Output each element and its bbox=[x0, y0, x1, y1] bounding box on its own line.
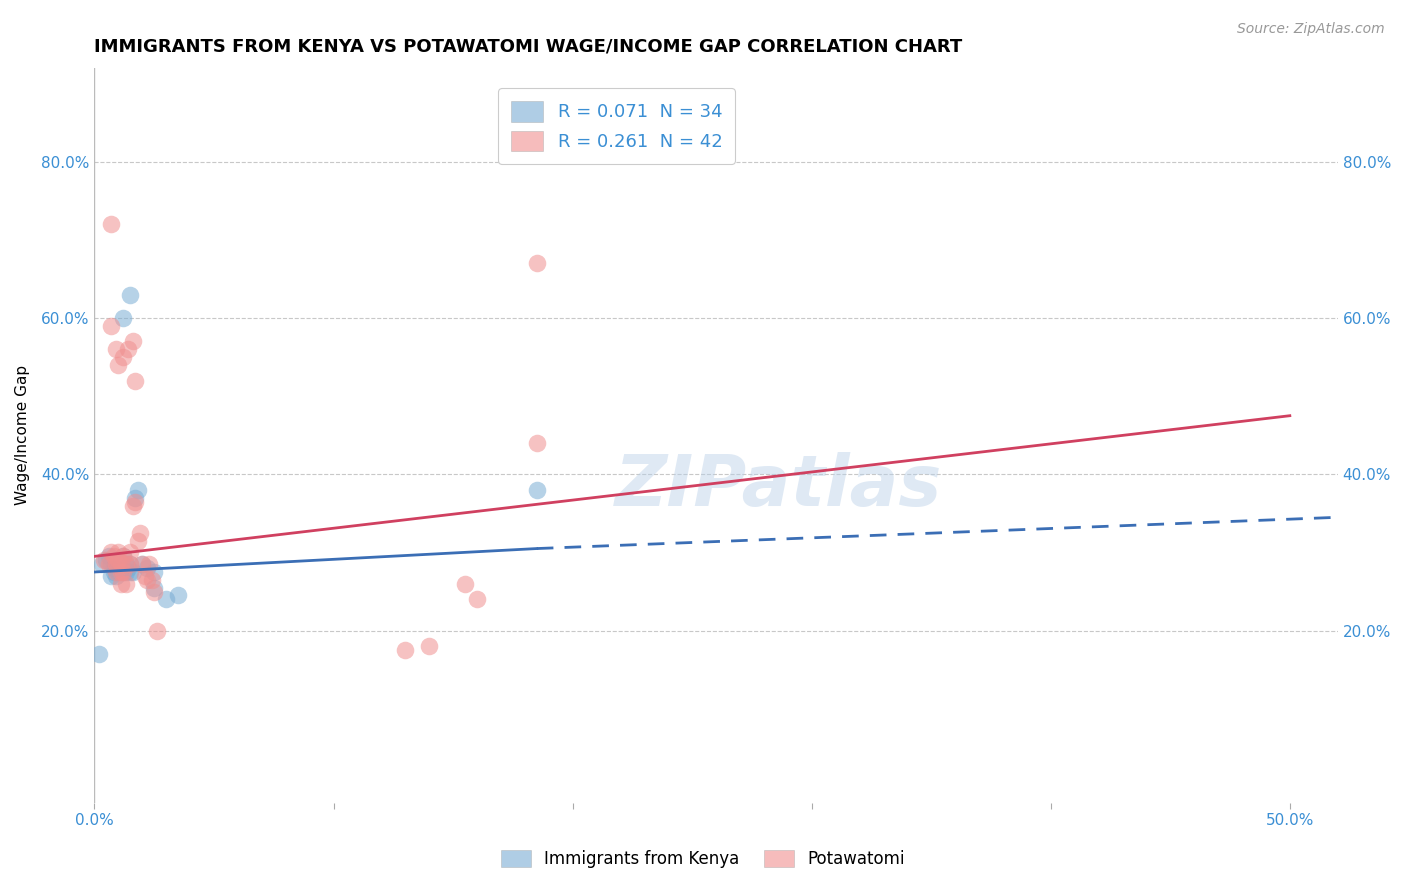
Point bbox=[112, 549, 135, 564]
Point bbox=[465, 592, 488, 607]
Point bbox=[114, 565, 136, 579]
Point bbox=[93, 553, 115, 567]
Point bbox=[107, 553, 129, 567]
Point bbox=[100, 545, 122, 559]
Point bbox=[136, 561, 159, 575]
Point bbox=[107, 358, 129, 372]
Point bbox=[104, 569, 127, 583]
Point bbox=[112, 565, 135, 579]
Point bbox=[526, 483, 548, 497]
Point bbox=[110, 557, 132, 571]
Point bbox=[104, 343, 127, 357]
Point bbox=[121, 499, 143, 513]
Point bbox=[100, 318, 122, 333]
Point bbox=[121, 565, 143, 579]
Point bbox=[120, 557, 142, 571]
Point bbox=[128, 525, 150, 540]
Y-axis label: Wage/Income Gap: Wage/Income Gap bbox=[15, 365, 30, 505]
Point bbox=[136, 573, 159, 587]
Point bbox=[112, 311, 135, 326]
Point bbox=[120, 557, 142, 571]
Point bbox=[100, 217, 122, 231]
Point bbox=[138, 557, 160, 571]
Point bbox=[143, 581, 166, 595]
Point bbox=[104, 565, 127, 579]
Point bbox=[143, 565, 166, 579]
Point bbox=[103, 565, 125, 579]
Point bbox=[100, 557, 122, 571]
Point bbox=[114, 576, 136, 591]
Point bbox=[103, 549, 125, 564]
Point bbox=[120, 545, 142, 559]
Point bbox=[145, 624, 167, 638]
Point bbox=[124, 494, 146, 508]
Point bbox=[141, 573, 163, 587]
Point bbox=[107, 553, 129, 567]
Point bbox=[131, 557, 153, 571]
Point bbox=[110, 561, 132, 575]
Point bbox=[97, 549, 120, 564]
Point bbox=[104, 557, 127, 571]
Point bbox=[121, 334, 143, 349]
Point bbox=[124, 374, 146, 388]
Text: Source: ZipAtlas.com: Source: ZipAtlas.com bbox=[1237, 22, 1385, 37]
Point bbox=[96, 553, 118, 567]
Point bbox=[112, 350, 135, 364]
Point bbox=[112, 549, 135, 564]
Point bbox=[526, 436, 548, 450]
Point bbox=[110, 565, 132, 579]
Point bbox=[117, 561, 139, 575]
Point bbox=[114, 557, 136, 571]
Point bbox=[155, 592, 177, 607]
Point bbox=[103, 561, 125, 575]
Point bbox=[127, 533, 149, 548]
Point bbox=[90, 557, 112, 571]
Point bbox=[127, 483, 149, 497]
Point bbox=[112, 565, 135, 579]
Point bbox=[100, 569, 122, 583]
Point bbox=[394, 643, 416, 657]
Point bbox=[104, 557, 127, 571]
Point bbox=[120, 565, 142, 579]
Text: IMMIGRANTS FROM KENYA VS POTAWATOMI WAGE/INCOME GAP CORRELATION CHART: IMMIGRANTS FROM KENYA VS POTAWATOMI WAGE… bbox=[94, 37, 963, 55]
Point bbox=[97, 557, 120, 571]
Point bbox=[114, 557, 136, 571]
Point bbox=[120, 287, 142, 301]
Text: ZIPatlas: ZIPatlas bbox=[614, 452, 942, 521]
Point bbox=[526, 256, 548, 270]
Point bbox=[107, 545, 129, 559]
Point bbox=[89, 647, 111, 661]
Point bbox=[418, 639, 440, 653]
Point bbox=[107, 565, 129, 579]
Point bbox=[110, 557, 132, 571]
Point bbox=[167, 589, 190, 603]
Point bbox=[131, 557, 153, 571]
Point bbox=[117, 343, 139, 357]
Legend: Immigrants from Kenya, Potawatomi: Immigrants from Kenya, Potawatomi bbox=[494, 843, 912, 875]
Point bbox=[124, 491, 146, 505]
Point bbox=[454, 576, 477, 591]
Point bbox=[134, 569, 156, 583]
Legend: R = 0.071  N = 34, R = 0.261  N = 42: R = 0.071 N = 34, R = 0.261 N = 42 bbox=[498, 88, 735, 164]
Point bbox=[107, 561, 129, 575]
Point bbox=[110, 576, 132, 591]
Point bbox=[143, 584, 166, 599]
